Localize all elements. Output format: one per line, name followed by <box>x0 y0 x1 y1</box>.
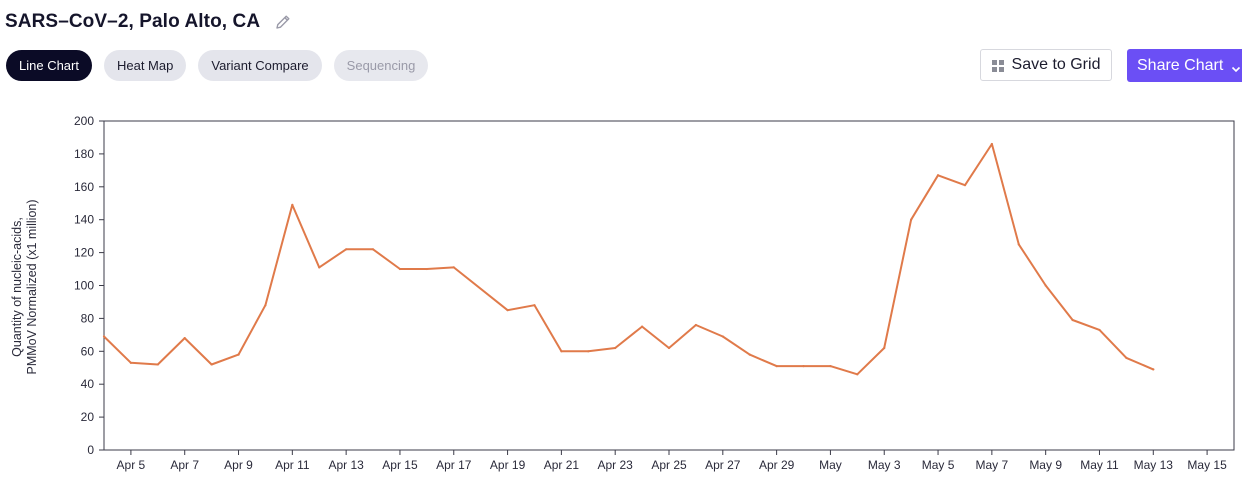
x-tick-label: Apr 11 <box>275 458 310 472</box>
x-tick-label: May <box>819 458 842 472</box>
page-title-text: SARS–CoV–2, Palo Alto, CA <box>5 11 261 32</box>
data-point[interactable] <box>371 248 375 251</box>
data-point[interactable] <box>963 184 967 187</box>
x-tick-label: Apr 17 <box>436 458 472 472</box>
data-point[interactable] <box>936 174 940 177</box>
y-tick-label: 200 <box>74 114 94 128</box>
chevron-down-icon <box>1231 61 1241 72</box>
data-point[interactable] <box>1044 284 1047 287</box>
x-tick-label: Apr 25 <box>651 458 687 472</box>
save-to-grid-button[interactable]: Save to Grid <box>980 49 1112 81</box>
y-tick-label: 180 <box>74 147 94 161</box>
x-tick-label: May 9 <box>1029 458 1062 472</box>
data-point[interactable] <box>318 266 321 269</box>
share-chart-button[interactable]: Share Chart <box>1127 49 1242 82</box>
x-tick-label: May 7 <box>976 458 1009 472</box>
x-tick-label: Apr 29 <box>759 458 795 472</box>
data-point[interactable] <box>1152 368 1155 371</box>
y-tick-label: 0 <box>87 443 94 457</box>
data-point[interactable] <box>1017 243 1020 246</box>
tab-line-chart[interactable]: Line Chart <box>6 50 92 81</box>
data-point[interactable] <box>1125 356 1128 359</box>
y-tick-label: 60 <box>81 344 95 358</box>
y-tick-label: 40 <box>81 377 95 391</box>
data-point[interactable] <box>748 353 751 356</box>
y-axis-label: Quantity of nucleic-acids,PMMoV Normaliz… <box>10 199 39 374</box>
data-point[interactable] <box>587 350 590 353</box>
y-axis: 0 20 40 60 80 100 120 140 160 180 200 <box>74 114 104 457</box>
data-point[interactable] <box>614 346 617 350</box>
y-axis-title-line: Quantity of nucleic-acids, <box>10 217 24 357</box>
x-tick-label: Apr 23 <box>598 458 634 472</box>
data-point[interactable] <box>856 373 859 376</box>
data-point[interactable] <box>910 218 913 221</box>
chart-type-tabs: Line Chart Heat Map Variant Compare Sequ… <box>6 50 429 81</box>
data-point[interactable] <box>667 346 671 350</box>
pencil-icon[interactable] <box>274 13 292 31</box>
data-point[interactable] <box>1071 318 1074 322</box>
data-point[interactable] <box>883 346 886 350</box>
data-point[interactable] <box>640 325 644 328</box>
data-point[interactable] <box>183 337 186 340</box>
data-point[interactable] <box>506 309 509 312</box>
page-title: SARS–CoV–2, Palo Alto, CA <box>5 11 292 33</box>
data-point[interactable] <box>129 361 133 364</box>
y-tick-label: 80 <box>81 311 95 325</box>
y-tick-label: 120 <box>74 246 94 260</box>
x-tick-label: May 11 <box>1080 458 1119 472</box>
y-tick-label: 20 <box>81 410 95 424</box>
data-point[interactable] <box>452 266 455 269</box>
tab-heat-map[interactable]: Heat Map <box>103 50 187 81</box>
x-tick-label: Apr 13 <box>328 458 364 472</box>
series-group <box>102 142 1155 376</box>
x-tick-label: Apr 15 <box>382 458 418 472</box>
x-tick-label: Apr 27 <box>705 458 741 472</box>
data-point[interactable] <box>102 335 106 338</box>
data-point[interactable] <box>829 365 832 368</box>
y-axis-title: Quantity of nucleic-acids,PMMoV Normaliz… <box>10 199 39 374</box>
x-tick-label: May 5 <box>922 458 955 472</box>
data-point[interactable] <box>721 335 724 338</box>
x-tick-label: Apr 19 <box>490 458 526 472</box>
data-point[interactable] <box>694 323 698 327</box>
data-point[interactable] <box>291 203 294 206</box>
data-point[interactable] <box>560 350 563 353</box>
data-point[interactable] <box>264 304 267 307</box>
x-tick-label: Apr 7 <box>170 458 199 472</box>
data-point[interactable] <box>775 365 778 368</box>
x-tick-label: Apr 21 <box>544 458 580 472</box>
plot-area <box>103 120 1235 451</box>
data-point[interactable] <box>533 304 536 307</box>
x-tick-label: Apr 9 <box>224 458 253 472</box>
tab-sequencing: Sequencing <box>333 50 429 81</box>
data-point[interactable] <box>990 142 993 146</box>
data-point[interactable] <box>802 365 805 368</box>
data-point[interactable] <box>210 363 213 366</box>
grid-icon <box>991 59 1004 72</box>
share-chart-label: Share Chart <box>1137 56 1224 74</box>
data-point[interactable] <box>425 267 428 271</box>
save-to-grid-label: Save to Grid <box>1011 56 1101 73</box>
y-axis-title-line: PMMoV Normalized (x1 million) <box>25 199 39 374</box>
data-point[interactable] <box>345 248 348 251</box>
data-point[interactable] <box>1098 328 1101 332</box>
series-line[interactable] <box>103 143 1155 376</box>
y-tick-label: 160 <box>74 180 94 194</box>
x-tick-label: May 3 <box>868 458 901 472</box>
x-tick-label: May 15 <box>1187 458 1227 472</box>
data-point[interactable] <box>398 267 402 271</box>
x-axis: Apr 5 Apr 7 Apr 9 Apr 11 Apr 13 Apr 15 Apr 17 A… <box>117 450 1227 472</box>
x-tick-label: May 13 <box>1134 458 1174 472</box>
y-tick-label: 140 <box>74 213 94 227</box>
data-point[interactable] <box>156 363 159 366</box>
x-tick-label: Apr 5 <box>117 458 146 472</box>
tab-variant-compare[interactable]: Variant Compare <box>198 50 322 81</box>
y-tick-label: 100 <box>74 279 94 293</box>
data-point[interactable] <box>237 353 240 356</box>
